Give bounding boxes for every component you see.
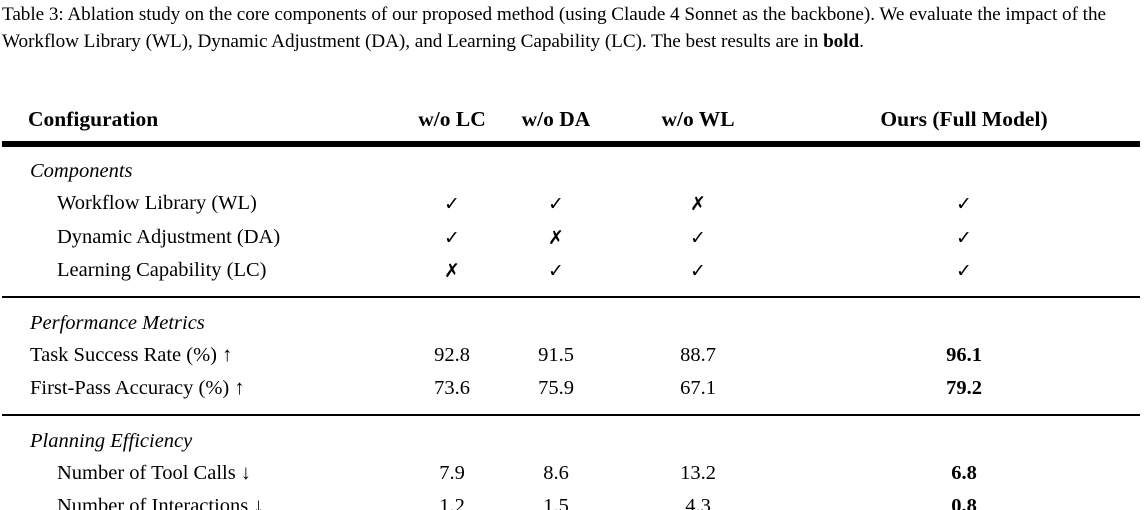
cell-wo-da: 75.9 — [538, 377, 574, 400]
cell-wo-da: ✓ — [504, 254, 608, 288]
cell-wo-wl: 88.7 — [680, 343, 716, 366]
caption-line-1: Table 3: Ablation study on the core comp… — [2, 4, 875, 25]
column-header-wo-lc: w/o LC — [418, 107, 486, 131]
column-header-wo-wl: w/o WL — [661, 107, 735, 131]
cell-ours: ✓ — [788, 254, 1140, 288]
cell-wo-lc: 7.9 — [439, 461, 465, 484]
cell-wo-lc: 92.8 — [434, 343, 470, 366]
table-top-rule — [2, 141, 1140, 146]
cross-icon: ✗ — [444, 260, 460, 283]
ablation-table: Configuration w/o LC w/o DA w/o WL Ours … — [2, 100, 1140, 510]
spacer — [2, 287, 1140, 296]
cell-wo-da: 1.5 — [543, 495, 569, 510]
cell-wo-lc: ✗ — [400, 254, 504, 288]
row-label-number-of-tool-calls: Number of Tool Calls ↓ — [57, 461, 252, 484]
cell-ours: 0.8 — [951, 495, 977, 510]
check-icon: ✓ — [444, 226, 460, 249]
section-heading-row: Components — [2, 151, 1140, 187]
rule-line — [2, 414, 1140, 416]
cell-ours: ✓ — [788, 220, 1140, 254]
check-icon: ✓ — [956, 193, 972, 216]
cell-wo-da: 8.6 — [543, 461, 569, 484]
cell-ours: ✓ — [788, 187, 1140, 221]
section-title-planning-efficiency: Planning Efficiency — [30, 429, 193, 452]
section-heading-row: Planning Efficiency — [2, 421, 1140, 457]
table-row: Number of Tool Calls ↓ 7.9 8.6 13.2 6.8 — [2, 456, 1140, 490]
check-icon: ✓ — [956, 260, 972, 283]
cross-icon: ✗ — [690, 193, 706, 216]
section-title-components: Components — [30, 160, 133, 183]
check-icon: ✓ — [548, 260, 564, 283]
table-row: Task Success Rate (%) ↑ 92.8 91.5 88.7 9… — [2, 338, 1140, 372]
rule-line — [2, 145, 1140, 148]
check-icon: ✓ — [690, 226, 706, 249]
row-label-learning-capability: Learning Capability (LC) — [57, 259, 267, 282]
column-header-wo-da: w/o DA — [521, 107, 591, 131]
rule-line — [2, 141, 1140, 146]
check-icon: ✓ — [690, 260, 706, 283]
table-row: Learning Capability (LC) ✗ ✓ ✓ ✓ — [2, 254, 1140, 288]
section-planning-efficiency: Planning Efficiency Number of Tool Calls… — [2, 421, 1140, 510]
table-row: Number of Interactions ↓ 1.2 1.5 4.3 0.8 — [2, 490, 1140, 510]
cell-wo-lc: ✓ — [400, 187, 504, 221]
caption-bold-word: bold — [823, 30, 860, 52]
table-row: Workflow Library (WL) ✓ ✓ ✗ ✓ — [2, 187, 1140, 221]
row-label-task-success-rate: Task Success Rate (%) ↑ — [30, 343, 233, 366]
table-row: Dynamic Adjustment (DA) ✓ ✗ ✓ ✓ — [2, 220, 1140, 254]
caption-line-3-suffix: . — [859, 30, 864, 52]
header-row: Configuration w/o LC w/o DA w/o WL Ours … — [2, 100, 1140, 141]
check-icon: ✓ — [956, 226, 972, 249]
cell-wo-wl: ✓ — [608, 220, 788, 254]
section-performance-metrics: Performance Metrics Task Success Rate (%… — [2, 303, 1140, 421]
row-label-dynamic-adjustment: Dynamic Adjustment (DA) — [57, 225, 281, 248]
table-mid-rule-1 — [2, 296, 1140, 298]
table-header: Configuration w/o LC w/o DA w/o WL Ours … — [2, 100, 1140, 141]
section-heading-row: Performance Metrics — [2, 303, 1140, 339]
check-icon: ✓ — [548, 193, 564, 216]
cell-wo-lc: 73.6 — [434, 377, 470, 400]
table-row: First-Pass Accuracy (%) ↑ 73.6 75.9 67.1… — [2, 372, 1140, 406]
cell-ours: 6.8 — [951, 461, 977, 484]
table-caption: Table 3: Ablation study on the core comp… — [2, 2, 1142, 55]
row-label-first-pass-accuracy: First-Pass Accuracy (%) ↑ — [30, 377, 245, 400]
cell-ours: 96.1 — [946, 343, 982, 366]
cell-wo-da: 91.5 — [538, 343, 574, 366]
column-header-configuration: Configuration — [28, 107, 159, 131]
section-title-performance-metrics: Performance Metrics — [30, 311, 205, 334]
check-icon: ✓ — [444, 193, 460, 216]
cell-wo-lc: 1.2 — [439, 495, 465, 510]
section-components: Components Workflow Library (WL) ✓ ✓ ✗ ✓… — [2, 151, 1140, 303]
rule-line — [2, 296, 1140, 298]
cell-wo-wl: ✓ — [608, 254, 788, 288]
table-header-rule — [2, 145, 1140, 148]
ablation-table-wrapper: Configuration w/o LC w/o DA w/o WL Ours … — [2, 100, 1140, 510]
cell-ours: 79.2 — [946, 377, 982, 400]
table-mid-rule-2 — [2, 414, 1140, 416]
spacer — [2, 405, 1140, 414]
cell-wo-wl: 13.2 — [680, 461, 716, 484]
cell-wo-wl: 4.3 — [685, 495, 711, 510]
caption-line-2: We evaluate the impact of the Workflow L… — [2, 4, 1106, 52]
row-label-workflow-library: Workflow Library (WL) — [57, 192, 257, 215]
cell-wo-da: ✗ — [504, 220, 608, 254]
cell-wo-lc: ✓ — [400, 220, 504, 254]
cell-wo-da: ✓ — [504, 187, 608, 221]
cell-wo-wl: ✗ — [608, 187, 788, 221]
row-label-number-of-interactions: Number of Interactions ↓ — [57, 495, 264, 510]
cell-wo-wl: 67.1 — [680, 377, 716, 400]
column-header-ours-full-model: Ours (Full Model) — [880, 107, 1048, 131]
cross-icon: ✗ — [548, 226, 564, 249]
caption-line-3-prefix: The best results are in — [651, 30, 824, 52]
